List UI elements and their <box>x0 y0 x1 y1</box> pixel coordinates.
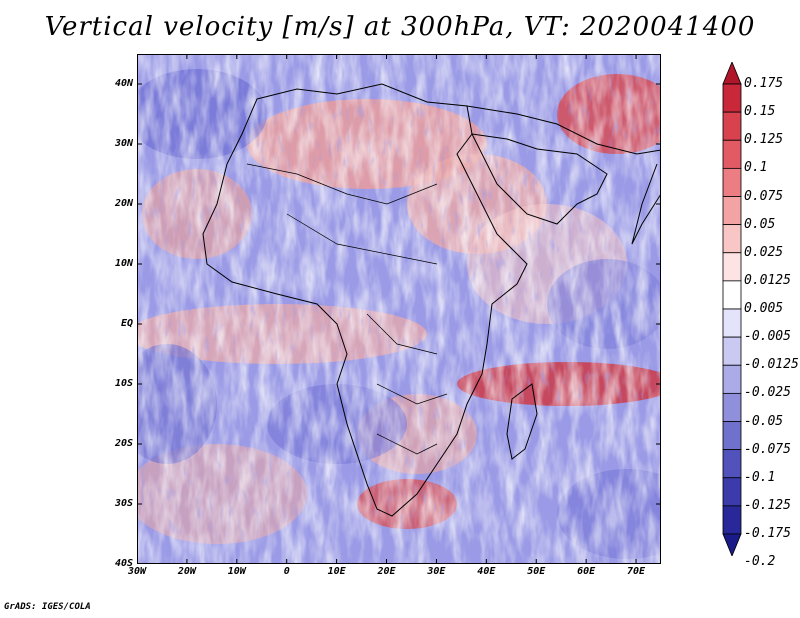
coastline-asia <box>466 105 661 155</box>
chart-title: Vertical velocity [m/s] at 300hPa, VT: 2… <box>44 12 756 42</box>
lat-tick-label: 20S <box>114 438 133 449</box>
colorbar-label: -0.075 <box>744 441 791 457</box>
colorbar-bin <box>722 505 742 535</box>
colorbar-label: 0.1 <box>744 160 768 176</box>
colorbar-label: 0.05 <box>744 216 776 232</box>
colorbar <box>722 62 742 556</box>
lon-tick-label: 30E <box>427 566 446 577</box>
colorbar-label: -0.05 <box>744 413 784 429</box>
colorbar-bin <box>722 477 742 507</box>
colorbar-label: -0.2 <box>744 554 776 570</box>
map-canvas <box>137 54 661 564</box>
colorbar-bin <box>722 224 742 254</box>
velocity-map <box>137 54 661 564</box>
colorbar-bin <box>722 449 742 479</box>
coastline-india <box>631 163 661 245</box>
grads-credit: GrADS: IGES/COLA <box>4 602 91 612</box>
lat-tick-label: 40N <box>114 78 133 89</box>
colorbar-bin <box>722 308 742 338</box>
colorbar-label: -0.175 <box>744 526 791 541</box>
lon-tick-label: 60E <box>577 566 596 577</box>
lon-tick-label: 0 <box>283 566 290 577</box>
coastline-arabia <box>471 133 608 225</box>
colorbar-bin <box>722 111 742 141</box>
colorbar-bin <box>722 196 742 226</box>
colorbar-bin <box>722 167 742 197</box>
field-streaks-fine <box>137 54 661 564</box>
colorbar-bin <box>722 364 742 394</box>
lon-tick-label: 40E <box>477 566 496 577</box>
colorbar-bin <box>722 392 742 422</box>
colorbar-label: 0.125 <box>744 132 784 148</box>
lat-tick-label: 30S <box>114 498 133 509</box>
colorbar-bin <box>722 252 742 282</box>
coastline-madagascar <box>506 383 538 460</box>
lat-tick-label: 30N <box>114 138 133 149</box>
colorbar-bin <box>722 83 742 113</box>
lat-tick-label: EQ <box>120 318 133 329</box>
lon-tick-label: 20W <box>177 566 196 577</box>
map-frame <box>137 54 661 564</box>
colorbar-label: -0.125 <box>744 497 791 513</box>
colorbar-label: -0.0125 <box>744 357 799 373</box>
country-borders <box>246 163 448 455</box>
lon-tick-label: 20E <box>377 566 396 577</box>
colorbar-bin <box>722 421 742 451</box>
colorbar-bin <box>722 139 742 169</box>
lon-tick-label: 10W <box>227 566 246 577</box>
colorbar-min-triangle <box>722 533 742 556</box>
tick-marks <box>137 54 661 564</box>
colorbar-label: 0.005 <box>744 301 784 316</box>
map-field <box>137 54 661 564</box>
colorbar-label: -0.1 <box>744 469 776 485</box>
colorbar-bin <box>722 280 742 310</box>
colorbar-max-triangle <box>722 62 742 85</box>
colorbar-bin <box>722 336 742 366</box>
lat-tick-label: 20N <box>114 198 133 209</box>
colorbar-label: 0.175 <box>744 76 784 91</box>
lon-tick-label: 50E <box>527 566 546 577</box>
lat-tick-label: 40S <box>114 558 133 569</box>
coastline-africa <box>202 83 528 517</box>
colorbar-label: 0.025 <box>744 244 784 260</box>
colorbar-label: 0.0125 <box>744 272 791 288</box>
lon-tick-label: 10E <box>327 566 346 577</box>
colorbar-label: -0.025 <box>744 385 791 401</box>
lon-tick-label: 30W <box>127 566 147 577</box>
lon-tick-label: 70E <box>627 566 646 577</box>
colorbar-label: 0.15 <box>744 104 776 120</box>
colorbar-label: -0.005 <box>744 329 791 345</box>
lat-tick-label: 10N <box>114 258 133 269</box>
lat-tick-label: 10S <box>114 378 133 389</box>
colorbar-label: 0.075 <box>744 188 784 204</box>
